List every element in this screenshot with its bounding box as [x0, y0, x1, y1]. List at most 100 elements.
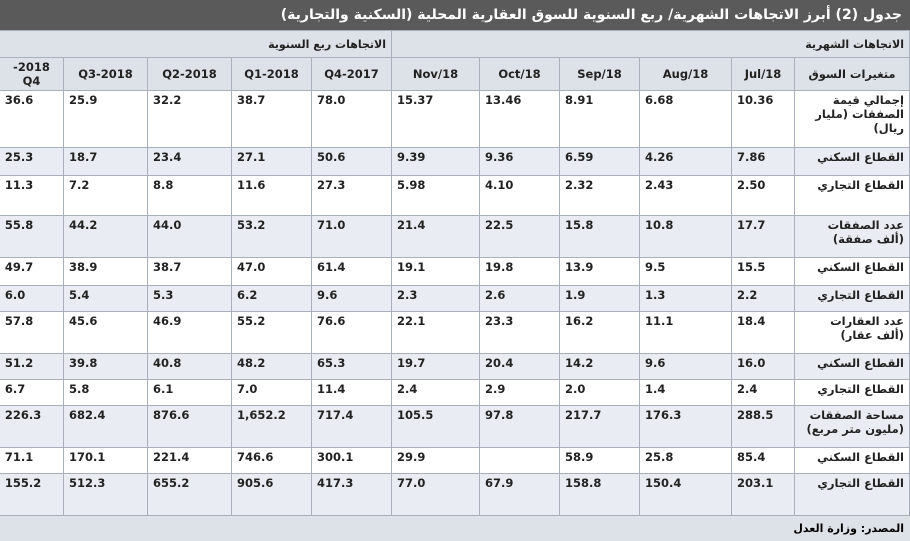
table-cell: 49.7 — [0, 257, 64, 286]
table-row: مساحة الصفقات (مليون متر مربع) 288.5 176.3… — [0, 405, 910, 448]
table-cell: 13.9 — [559, 257, 640, 286]
table-cell: 14.2 — [559, 353, 640, 380]
table-cell: 417.3 — [310, 473, 392, 516]
table-cell: 15.8 — [559, 215, 640, 258]
table-cell: 2.4 — [390, 379, 481, 406]
table-row: القطاع التجاري 203.1 150.4 158.8 67.9 77.0 417… — [0, 473, 910, 516]
column-header: 2018-Q1 — [230, 57, 312, 91]
table-cell: 288.5 — [731, 405, 795, 448]
table-cell: 6.68 — [639, 90, 732, 148]
table-cell: 9.36 — [479, 147, 560, 176]
table-cell: 85.4 — [731, 447, 795, 474]
table-cell: 15.37 — [390, 90, 481, 148]
table-cell: 67.9 — [479, 473, 560, 516]
table-cell: 76.6 — [310, 311, 392, 354]
row-label: القطاع التجاري — [794, 175, 910, 216]
table-cell: 7.0 — [230, 379, 312, 406]
table-cell: 22.1 — [390, 311, 481, 354]
table-cell: 47.0 — [230, 257, 312, 286]
table-cell: 16.0 — [731, 353, 795, 380]
column-header: Aug/18 — [639, 57, 732, 91]
row-label: القطاع التجاري — [794, 473, 910, 516]
table-cell: 71.0 — [310, 215, 392, 258]
column-header: Nov/18 — [390, 57, 481, 91]
table-cell: 39.8 — [62, 353, 148, 380]
table-cell: 40.8 — [146, 353, 232, 380]
table-cell: 2.3 — [390, 285, 481, 312]
table-cell: 221.4 — [146, 447, 232, 474]
table-cell: 2.43 — [639, 175, 732, 216]
table-cell: 44.2 — [62, 215, 148, 258]
table-cell: 655.2 — [146, 473, 232, 516]
table-cell: 18.7 — [62, 147, 148, 176]
table-cell: 55.2 — [230, 311, 312, 354]
table-cell: 11.3 — [0, 175, 64, 216]
column-header: 2018-Q2 — [146, 57, 232, 91]
table-cell: 21.4 — [390, 215, 481, 258]
group-header-row: الاتجاهات الشهرية الاتجاهات ربع السنوية — [0, 30, 910, 58]
table-cell: 158.8 — [559, 473, 640, 516]
row-label: القطاع السكني — [794, 353, 910, 380]
table-cell: 77.0 — [390, 473, 481, 516]
table-cell: 6.2 — [230, 285, 312, 312]
table-row: عدد الصفقات (ألف صفقة) 17.7 10.8 15.8 22.5 21… — [0, 215, 910, 258]
table-cell: 36.6 — [0, 90, 64, 148]
table-cell: 2.4 — [731, 379, 795, 406]
table-cell: 8.91 — [559, 90, 640, 148]
table-title: جدول (2) أبرز الاتجاهات الشهرية/ ربع الس… — [0, 0, 910, 30]
table-cell: 50.6 — [310, 147, 392, 176]
table-cell: 48.2 — [230, 353, 312, 380]
table-cell: 6.7 — [0, 379, 64, 406]
table-cell: 20.4 — [479, 353, 560, 380]
column-header: 2017-Q4 — [310, 57, 392, 91]
table-cell: 9.6 — [639, 353, 732, 380]
table-cell: 61.4 — [310, 257, 392, 286]
table-cell: 22.5 — [479, 215, 560, 258]
table-cell: 300.1 — [310, 447, 392, 474]
table-cell: 4.10 — [479, 175, 560, 216]
row-label: عدد الصفقات (ألف صفقة) — [794, 215, 910, 258]
table-cell: 1.3 — [639, 285, 732, 312]
table-cell: 97.8 — [479, 405, 560, 448]
table-cell: 71.1 — [0, 447, 64, 474]
table-cell: 11.6 — [230, 175, 312, 216]
table-cell: 2.0 — [559, 379, 640, 406]
table-cell: 78.0 — [310, 90, 392, 148]
table-cell: 2.50 — [731, 175, 795, 216]
column-header-row: متغيرات السوق Jul/18 Aug/18 Sep/18 Oct/18 No… — [0, 57, 910, 91]
table-cell: 25.3 — [0, 147, 64, 176]
table-cell: 27.3 — [310, 175, 392, 216]
column-header: Jul/18 — [731, 57, 795, 91]
table-cell: 18.4 — [731, 311, 795, 354]
data-table: الاتجاهات الشهرية الاتجاهات ربع السنوية … — [0, 30, 910, 516]
table-cell: 13.46 — [479, 90, 560, 148]
row-label: إجمالي قيمة الصفقات (مليار ريال) — [794, 90, 910, 148]
table-row: القطاع التجاري 2.50 2.43 2.32 4.10 5.98 27.3 11… — [0, 175, 910, 216]
table-cell: 105.5 — [390, 405, 481, 448]
table-cell: 2.6 — [479, 285, 560, 312]
table-cell: 32.2 — [146, 90, 232, 148]
table-cell: 29.9 — [390, 447, 481, 474]
table-row: إجمالي قيمة الصفقات (مليار ريال) 10.36 6.6… — [0, 90, 910, 148]
table-row: القطاع السكني 85.4 25.8 58.9 29.9 300.1 746.6 2… — [0, 447, 910, 474]
table-cell: 10.36 — [731, 90, 795, 148]
table-cell: 1.9 — [559, 285, 640, 312]
table-cell: 19.7 — [390, 353, 481, 380]
table-cell: 57.8 — [0, 311, 64, 354]
table-cell: 5.8 — [62, 379, 148, 406]
table-cell: 5.3 — [146, 285, 232, 312]
table-cell: 9.39 — [390, 147, 481, 176]
table-cell: 4.26 — [639, 147, 732, 176]
table-cell: 38.9 — [62, 257, 148, 286]
table-cell: 46.9 — [146, 311, 232, 354]
table-cell: 51.2 — [0, 353, 64, 380]
table-cell: 23.4 — [146, 147, 232, 176]
table-cell: 19.1 — [390, 257, 481, 286]
table-cell: 23.3 — [479, 311, 560, 354]
table-row: عدد العقارات (ألف عقار) 18.4 11.1 16.2 23.3 2… — [0, 311, 910, 354]
table-cell: 9.6 — [310, 285, 392, 312]
table-cell: 155.2 — [0, 473, 64, 516]
table-cell: 11.4 — [310, 379, 392, 406]
table-cell: 170.1 — [62, 447, 148, 474]
table-cell: 11.1 — [639, 311, 732, 354]
